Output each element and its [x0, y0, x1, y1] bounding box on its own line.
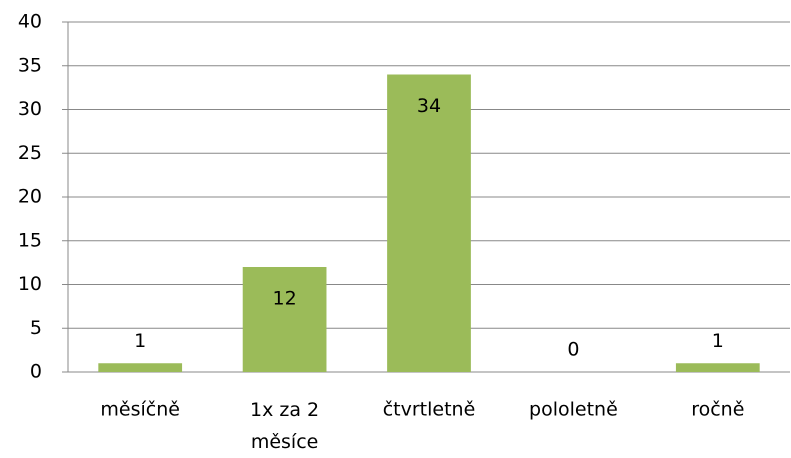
data-label: 12 [273, 288, 297, 310]
y-tick-label: 30 [18, 98, 42, 120]
y-tick-label: 15 [18, 229, 42, 251]
y-tick-label: 35 [18, 54, 42, 76]
data-label: 1 [712, 330, 724, 352]
x-tick-label: čtvrtletně [383, 399, 476, 421]
bar [98, 363, 183, 372]
y-tick-label: 25 [18, 142, 42, 164]
data-label: 0 [567, 339, 579, 361]
data-label: 1 [134, 330, 146, 352]
y-tick-label: 40 [18, 11, 42, 33]
x-tick-label: 1x za 2 měsíce [250, 399, 319, 453]
bar [675, 363, 760, 372]
x-tick-label: měsíčně [100, 399, 180, 421]
y-tick-label: 10 [18, 273, 42, 295]
data-label: 34 [417, 95, 441, 117]
bar [387, 74, 471, 372]
x-tick-label: pololetně [529, 399, 618, 421]
bar [242, 267, 327, 372]
y-tick-label: 5 [30, 317, 42, 339]
y-tick-label: 0 [30, 361, 42, 383]
y-tick-label: 20 [18, 186, 42, 208]
x-tick-label: ročně [691, 399, 744, 421]
